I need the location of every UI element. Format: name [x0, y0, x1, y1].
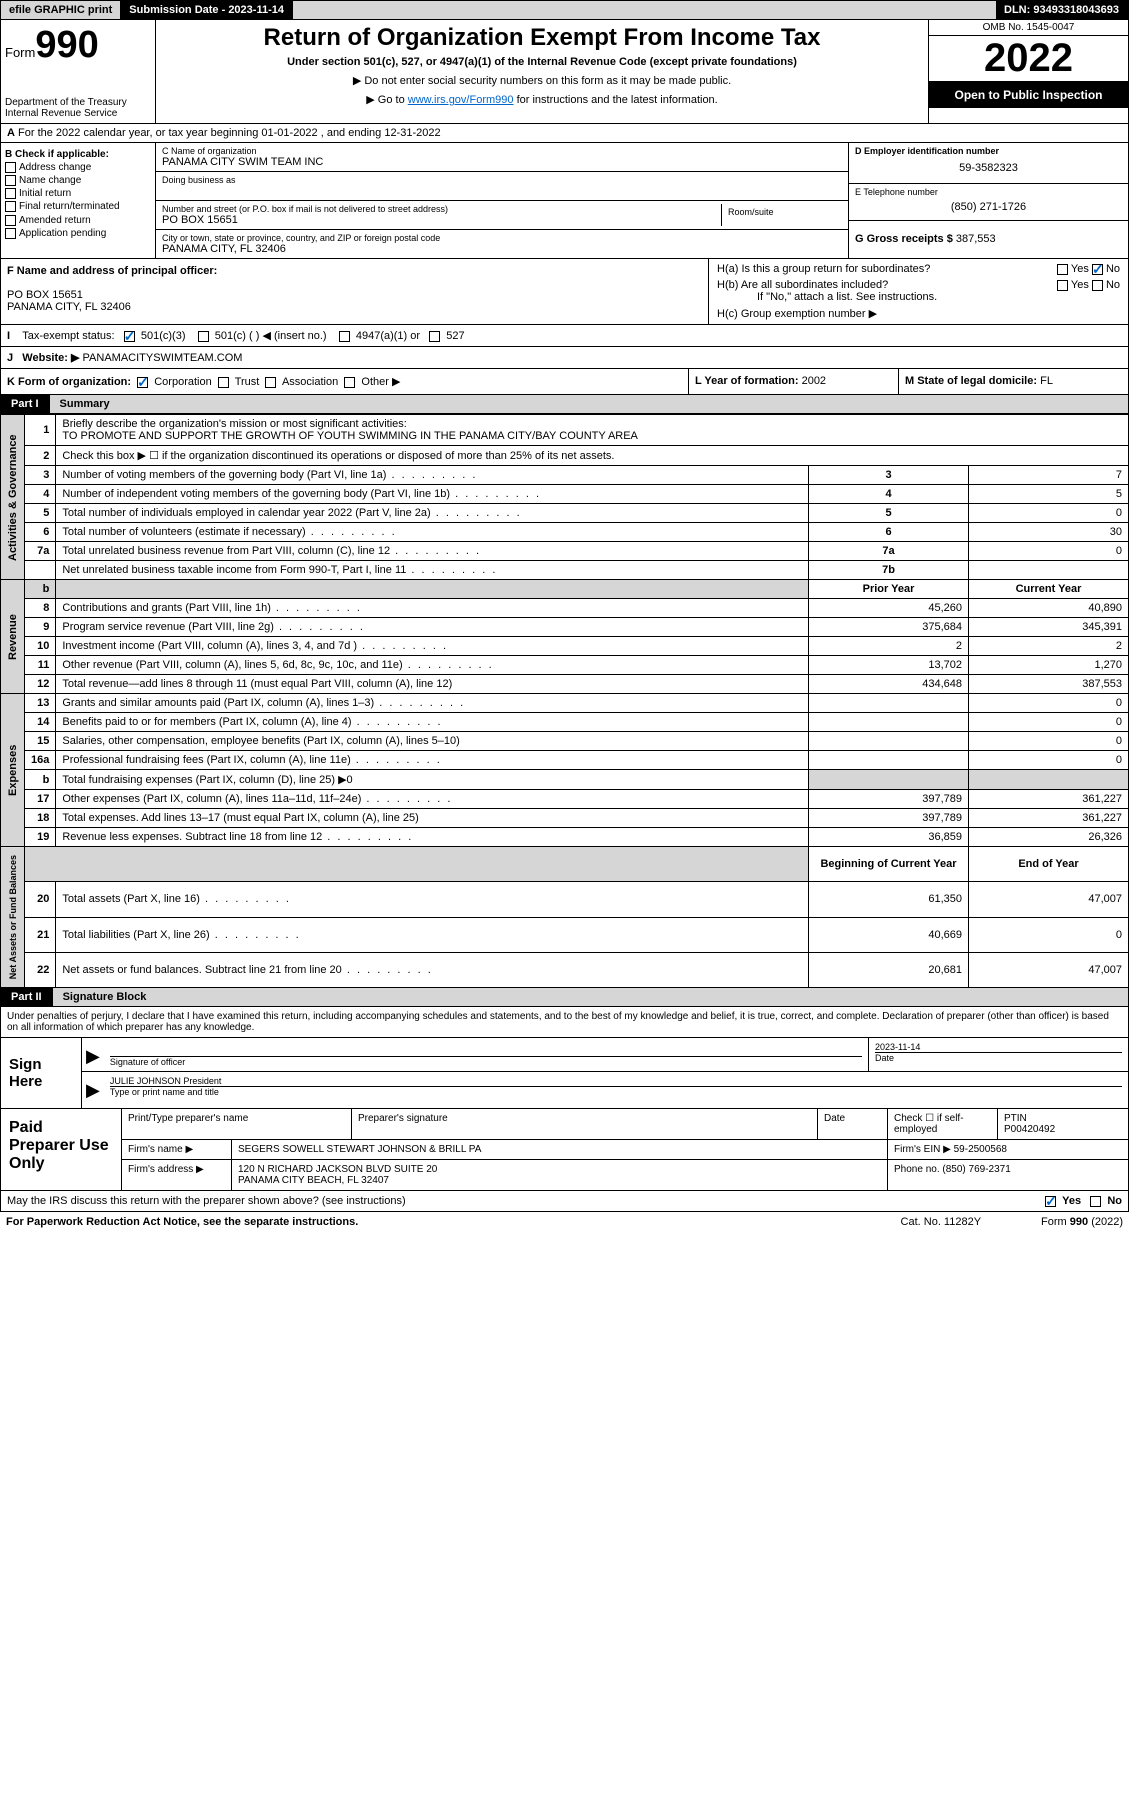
perjury-statement: Under penalties of perjury, I declare th… — [0, 1007, 1129, 1038]
vtab-revenue: Revenue — [1, 580, 25, 694]
dept-label: Department of the Treasury — [5, 97, 151, 108]
firm-name: SEGERS SOWELL STEWART JOHNSON & BRILL PA — [232, 1140, 888, 1159]
phone: (850) 271-1726 — [855, 197, 1122, 217]
row-f-h: F Name and address of principal officer:… — [0, 259, 1129, 325]
inspection-label: Open to Public Inspection — [929, 82, 1128, 108]
vtab-governance: Activities & Governance — [1, 415, 25, 580]
vtab-netassets: Net Assets or Fund Balances — [1, 847, 25, 988]
summary-table: Activities & Governance 1 Briefly descri… — [0, 414, 1129, 988]
topbar: efile GRAPHIC print Submission Date - 20… — [0, 0, 1129, 20]
form-prefix: Form — [5, 45, 35, 60]
box-b-label: B Check if applicable: — [5, 149, 151, 160]
row-j: J Website: ▶ PANAMACITYSWIMTEAM.COM — [0, 347, 1129, 369]
form-title: Return of Organization Exempt From Incom… — [160, 24, 924, 52]
form-header: Form990 Department of the Treasury Inter… — [0, 20, 1129, 124]
irs-discuss-row: May the IRS discuss this return with the… — [0, 1191, 1129, 1212]
irs-link[interactable]: www.irs.gov/Form990 — [408, 94, 514, 106]
omb-number: OMB No. 1545-0047 — [929, 20, 1128, 36]
officer-name: JULIE JOHNSON President — [110, 1076, 1122, 1086]
row-k: K Form of organization: Corporation Trus… — [0, 369, 1129, 395]
vtab-expenses: Expenses — [1, 694, 25, 847]
efile-label: efile GRAPHIC print — [1, 1, 121, 19]
form-number: 990 — [35, 24, 98, 66]
website: PANAMACITYSWIMTEAM.COM — [83, 352, 243, 364]
submission-date: Submission Date - 2023-11-14 — [121, 1, 293, 19]
org-address: PO BOX 15651 — [162, 214, 721, 226]
irs-label: Internal Revenue Service — [5, 108, 151, 119]
part2-header: Part II Signature Block — [0, 988, 1129, 1007]
org-name: PANAMA CITY SWIM TEAM INC — [162, 156, 842, 168]
tax-year: 2022 — [929, 36, 1128, 82]
section-bcde: B Check if applicable: Address change Na… — [0, 143, 1129, 259]
org-city: PANAMA CITY, FL 32406 — [162, 243, 842, 255]
signature-block: Sign Here ▶ Signature of officer 2023-11… — [0, 1038, 1129, 1109]
ein: 59-3582323 — [855, 156, 1122, 180]
gross-receipts: 387,553 — [956, 233, 996, 245]
mission-text: TO PROMOTE AND SUPPORT THE GROWTH OF YOU… — [62, 430, 638, 442]
row-i: I Tax-exempt status: 501(c)(3) 501(c) ( … — [0, 325, 1129, 347]
dln: DLN: 93493318043693 — [996, 1, 1128, 19]
ptin: P00420492 — [1004, 1124, 1055, 1135]
note-ssn: ▶ Do not enter social security numbers o… — [160, 74, 924, 87]
preparer-block: Paid Preparer Use Only Print/Type prepar… — [0, 1109, 1129, 1191]
row-a: A For the 2022 calendar year, or tax yea… — [0, 124, 1129, 143]
form-subtitle: Under section 501(c), 527, or 4947(a)(1)… — [160, 56, 924, 68]
part1-header: Part I Summary — [0, 395, 1129, 414]
footer-note: For Paperwork Reduction Act Notice, see … — [0, 1212, 1129, 1232]
